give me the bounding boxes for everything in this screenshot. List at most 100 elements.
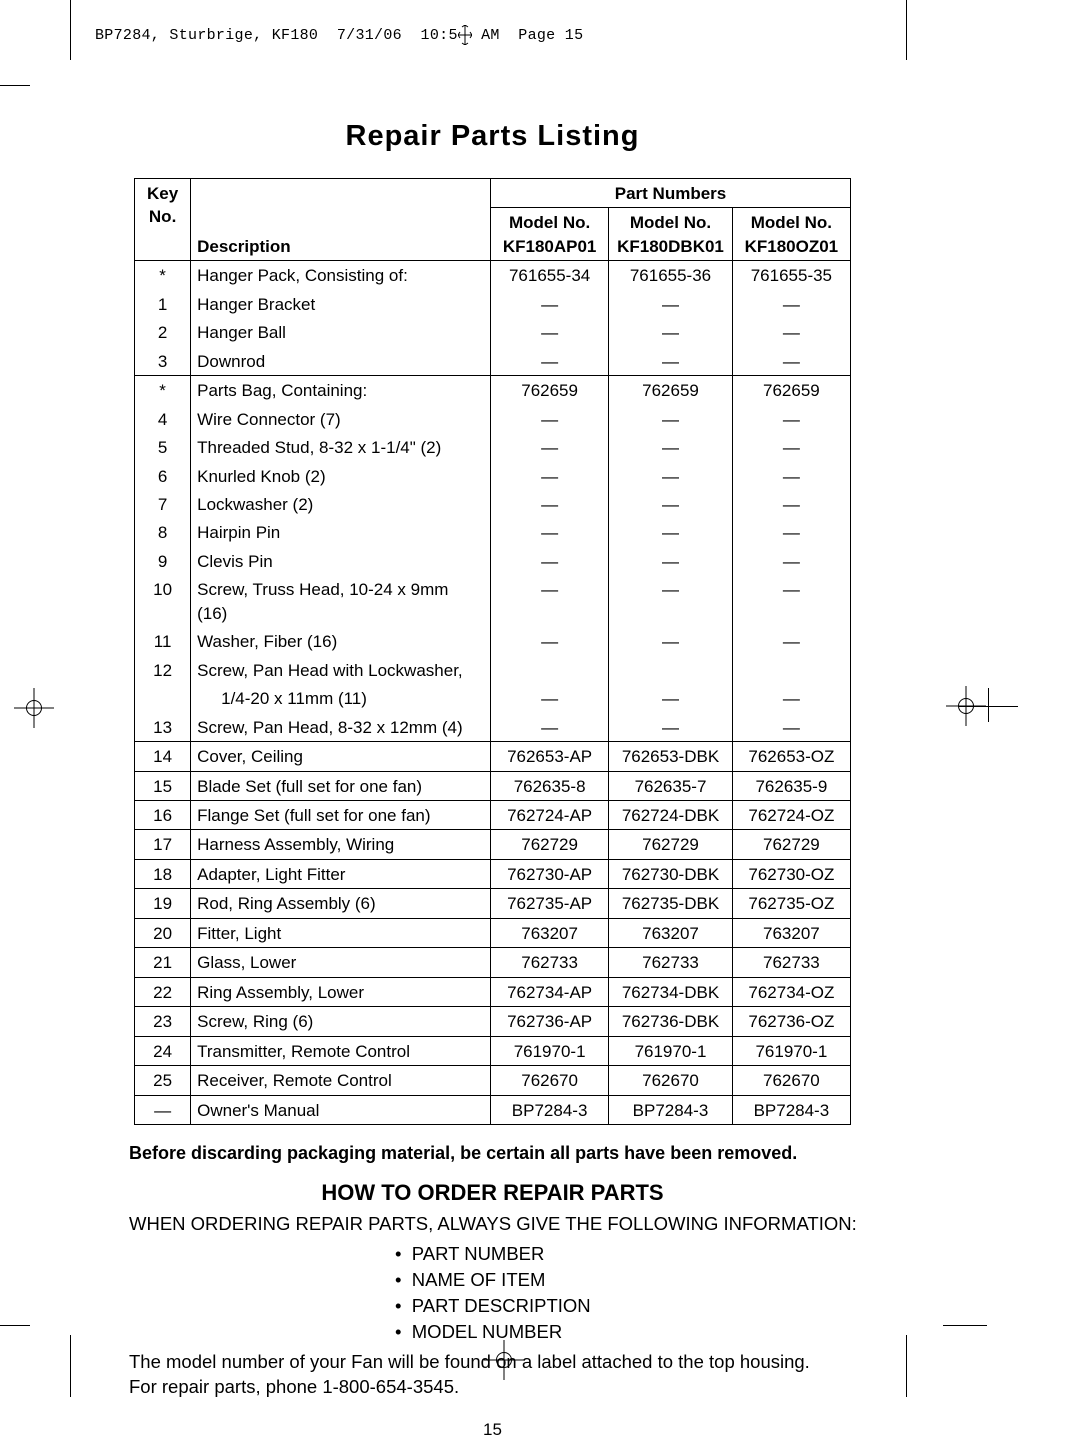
registration-mark — [14, 688, 54, 728]
crop-tick — [70, 1335, 71, 1397]
cell-partno: 762653-DBK — [609, 742, 733, 771]
order-list-item: PART NUMBER — [395, 1241, 890, 1267]
cell-desc: Blade Set (full set for one fan) — [191, 771, 491, 800]
cell-partno: — — [491, 547, 609, 575]
cell-key: 13 — [135, 713, 191, 742]
cell-key: 9 — [135, 547, 191, 575]
cell-key: * — [135, 261, 191, 290]
cell-desc: Clevis Pin — [191, 547, 491, 575]
cell-partno: — — [609, 684, 733, 712]
cell-key: 5 — [135, 433, 191, 461]
cell-partno: — — [609, 462, 733, 490]
page-title: Repair Parts Listing — [95, 120, 890, 153]
order-list-item: NAME OF ITEM — [395, 1267, 890, 1293]
table-row: 11Washer, Fiber (16)——— — [135, 627, 851, 655]
cell-partno: 762729 — [491, 830, 609, 859]
cell-key: 20 — [135, 918, 191, 947]
cell-key: — — [135, 1095, 191, 1124]
cell-desc: Screw, Truss Head, 10-24 x 9mm (16) — [191, 575, 491, 627]
col-partnumbers-header: Part Numbers — [491, 179, 851, 208]
cell-partno: — — [491, 405, 609, 433]
cell-key: 17 — [135, 830, 191, 859]
cell-partno: — — [732, 462, 850, 490]
cell-key: 8 — [135, 518, 191, 546]
cell-partno: — — [732, 318, 850, 346]
th-text: KF180OZ01 — [745, 237, 839, 256]
cell-partno: 762734-AP — [491, 977, 609, 1006]
cell-partno: 762670 — [732, 1066, 850, 1095]
crop-tick — [0, 1325, 30, 1326]
cell-key: 12 — [135, 656, 191, 684]
cell-key: 6 — [135, 462, 191, 490]
crop-tick — [906, 1335, 907, 1397]
cell-desc: Wire Connector (7) — [191, 405, 491, 433]
table-row: 12Screw, Pan Head with Lockwasher, — [135, 656, 851, 684]
table-row: 14Cover, Ceiling762653-AP762653-DBK76265… — [135, 742, 851, 771]
cell-partno: — — [491, 684, 609, 712]
cursor-icon — [458, 25, 472, 45]
cell-partno: 762729 — [609, 830, 733, 859]
cell-partno: 762730-AP — [491, 859, 609, 888]
cell-partno — [732, 656, 850, 684]
cell-desc: 1/4-20 x 11mm (11) — [191, 684, 491, 712]
cell-partno: — — [491, 433, 609, 461]
col-m2-header: Model No. KF180DBK01 — [609, 208, 733, 261]
cell-partno: — — [732, 405, 850, 433]
crop-tick — [906, 0, 907, 60]
crop-tick — [70, 0, 71, 60]
table-row: 20Fitter, Light763207763207763207 — [135, 918, 851, 947]
cell-desc: Parts Bag, Containing: — [191, 376, 491, 405]
packaging-note: Before discarding packaging material, be… — [129, 1143, 890, 1164]
table-row: 21Glass, Lower762733762733762733 — [135, 948, 851, 977]
table-row: 25Receiver, Remote Control76267076267076… — [135, 1066, 851, 1095]
cell-partno: 762653-AP — [491, 742, 609, 771]
table-row: 4Wire Connector (7)——— — [135, 405, 851, 433]
table-head: Key No. Description Part Numbers Model N… — [135, 179, 851, 261]
cell-partno: 763207 — [732, 918, 850, 947]
table-row: 7Lockwasher (2)——— — [135, 490, 851, 518]
th-text: Description — [197, 237, 291, 256]
cell-partno: — — [609, 518, 733, 546]
order-outro-1: The model number of your Fan will be fou… — [129, 1350, 890, 1375]
table-row: 16Flange Set (full set for one fan)76272… — [135, 800, 851, 829]
table-row: 5Threaded Stud, 8-32 x 1-1/4" (2)——— — [135, 433, 851, 461]
cell-partno: — — [491, 290, 609, 318]
cell-partno: 762724-AP — [491, 800, 609, 829]
th-text: KF180DBK01 — [617, 237, 724, 256]
page-content: BP7284, Sturbrige, KF180 7/31/06 10:5 AM… — [95, 0, 890, 1440]
cell-partno: — — [732, 518, 850, 546]
cell-partno: — — [609, 405, 733, 433]
cell-desc: Hanger Bracket — [191, 290, 491, 318]
cell-partno: 762735-DBK — [609, 889, 733, 918]
table-row: 1Hanger Bracket——— — [135, 290, 851, 318]
table-row: 6Knurled Knob (2)——— — [135, 462, 851, 490]
cell-partno — [609, 656, 733, 684]
cell-desc: Receiver, Remote Control — [191, 1066, 491, 1095]
table-row: 3Downrod——— — [135, 347, 851, 376]
cell-partno: — — [732, 490, 850, 518]
col-m3-header: Model No. KF180OZ01 — [732, 208, 850, 261]
cell-partno: 762735-AP — [491, 889, 609, 918]
col-key-header: Key No. — [135, 179, 191, 261]
cell-partno: — — [732, 575, 850, 627]
cell-partno: 762670 — [491, 1066, 609, 1095]
cell-partno: 762734-OZ — [732, 977, 850, 1006]
cell-partno: — — [609, 347, 733, 376]
cell-partno: 762734-DBK — [609, 977, 733, 1006]
cell-partno: 762635-7 — [609, 771, 733, 800]
table-row: 17Harness Assembly, Wiring76272976272976… — [135, 830, 851, 859]
col-m1-header: Model No. KF180AP01 — [491, 208, 609, 261]
cell-partno: 762730-DBK — [609, 859, 733, 888]
cell-desc: Glass, Lower — [191, 948, 491, 977]
cell-partno: 763207 — [609, 918, 733, 947]
cell-key: 1 — [135, 290, 191, 318]
cell-partno: 762729 — [732, 830, 850, 859]
cell-partno: — — [491, 518, 609, 546]
th-text: Model No. — [630, 213, 711, 232]
cell-partno: — — [491, 575, 609, 627]
cell-key: 16 — [135, 800, 191, 829]
order-intro: WHEN ORDERING REPAIR PARTS, ALWAYS GIVE … — [129, 1212, 890, 1237]
cell-partno: 762733 — [732, 948, 850, 977]
order-list-item: PART DESCRIPTION — [395, 1293, 890, 1319]
cell-partno: 762635-9 — [732, 771, 850, 800]
